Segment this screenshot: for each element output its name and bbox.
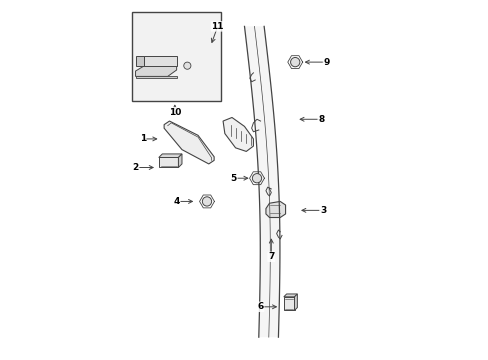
- Polygon shape: [164, 121, 214, 164]
- Bar: [132, 12, 221, 102]
- Text: 10: 10: [168, 108, 181, 117]
- Polygon shape: [135, 66, 176, 76]
- Text: 7: 7: [267, 252, 274, 261]
- Polygon shape: [178, 154, 182, 167]
- Circle shape: [252, 174, 261, 183]
- Text: 4: 4: [173, 197, 180, 206]
- Polygon shape: [144, 56, 176, 66]
- Text: 2: 2: [132, 163, 139, 172]
- Text: 1: 1: [139, 134, 145, 143]
- Text: 8: 8: [318, 115, 324, 124]
- Circle shape: [183, 62, 190, 69]
- Text: 3: 3: [319, 206, 325, 215]
- Polygon shape: [135, 76, 176, 78]
- Text: 5: 5: [230, 174, 236, 183]
- Polygon shape: [265, 202, 285, 217]
- Polygon shape: [135, 56, 144, 66]
- Circle shape: [202, 197, 211, 206]
- Text: 9: 9: [323, 58, 329, 67]
- Polygon shape: [283, 297, 294, 310]
- Polygon shape: [283, 294, 297, 297]
- Polygon shape: [159, 157, 178, 167]
- Polygon shape: [294, 294, 297, 310]
- Text: 6: 6: [257, 302, 263, 311]
- Circle shape: [290, 58, 299, 67]
- Text: 11: 11: [211, 22, 224, 31]
- Polygon shape: [244, 26, 279, 337]
- Polygon shape: [159, 154, 182, 157]
- Polygon shape: [223, 117, 253, 152]
